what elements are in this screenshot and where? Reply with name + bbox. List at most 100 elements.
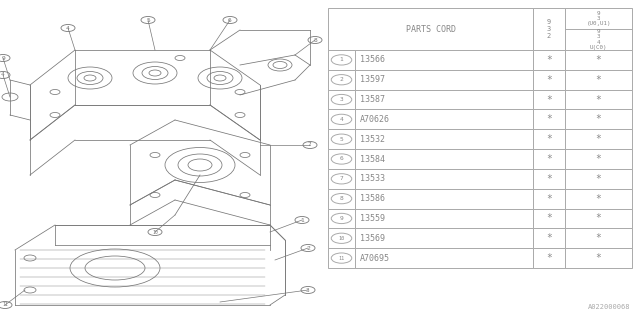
Text: *: * bbox=[596, 213, 602, 223]
Text: 13584: 13584 bbox=[360, 155, 385, 164]
Bar bbox=[355, 209, 533, 228]
Text: 8: 8 bbox=[313, 37, 317, 43]
Text: *: * bbox=[596, 174, 602, 184]
Text: *: * bbox=[546, 213, 552, 223]
Text: *: * bbox=[596, 94, 602, 105]
Bar bbox=[355, 70, 533, 90]
Text: *: * bbox=[546, 194, 552, 204]
Text: 9: 9 bbox=[1, 55, 5, 60]
Bar bbox=[355, 149, 533, 169]
Text: 13586: 13586 bbox=[360, 194, 385, 203]
Bar bbox=[355, 50, 533, 70]
Text: 2: 2 bbox=[306, 245, 310, 251]
Bar bbox=[533, 109, 565, 129]
Text: 10: 10 bbox=[152, 229, 158, 235]
Text: 11: 11 bbox=[339, 256, 344, 260]
Bar bbox=[328, 129, 355, 149]
Bar bbox=[328, 209, 355, 228]
Bar bbox=[328, 8, 533, 50]
Bar bbox=[565, 189, 632, 209]
Bar bbox=[355, 189, 533, 209]
Bar bbox=[328, 70, 355, 90]
Text: 4: 4 bbox=[340, 117, 344, 122]
Text: *: * bbox=[596, 154, 602, 164]
Text: *: * bbox=[546, 174, 552, 184]
Text: 9
3
(U0,U1): 9 3 (U0,U1) bbox=[586, 11, 611, 26]
Text: *: * bbox=[596, 55, 602, 65]
Bar bbox=[328, 248, 355, 268]
Bar bbox=[355, 129, 533, 149]
Bar bbox=[533, 248, 565, 268]
Text: 2: 2 bbox=[340, 77, 344, 82]
Bar bbox=[533, 209, 565, 228]
Text: *: * bbox=[546, 253, 552, 263]
Bar bbox=[355, 169, 533, 189]
Text: 11: 11 bbox=[2, 302, 8, 308]
Bar bbox=[533, 149, 565, 169]
Bar bbox=[565, 149, 632, 169]
Text: 9
3
2: 9 3 2 bbox=[547, 20, 551, 38]
Bar bbox=[565, 129, 632, 149]
Text: *: * bbox=[546, 134, 552, 144]
Bar bbox=[328, 169, 355, 189]
Text: *: * bbox=[596, 75, 602, 85]
Text: *: * bbox=[596, 114, 602, 124]
Text: 8: 8 bbox=[340, 196, 344, 201]
Bar bbox=[565, 90, 632, 109]
Text: 7: 7 bbox=[308, 142, 312, 148]
Text: 6: 6 bbox=[228, 18, 232, 22]
Bar bbox=[565, 50, 632, 70]
Bar bbox=[328, 90, 355, 109]
Bar bbox=[533, 189, 565, 209]
Text: 6: 6 bbox=[340, 156, 344, 162]
Text: *: * bbox=[546, 154, 552, 164]
Bar bbox=[565, 70, 632, 90]
Text: A70626: A70626 bbox=[360, 115, 390, 124]
Text: 3: 3 bbox=[340, 97, 344, 102]
Text: 1: 1 bbox=[300, 218, 304, 222]
Text: 13559: 13559 bbox=[360, 214, 385, 223]
Bar bbox=[533, 228, 565, 248]
Text: 13566: 13566 bbox=[360, 55, 385, 64]
Bar bbox=[565, 248, 632, 268]
Text: 9: 9 bbox=[340, 216, 344, 221]
Bar bbox=[328, 149, 355, 169]
Text: *: * bbox=[546, 94, 552, 105]
Bar bbox=[533, 169, 565, 189]
Text: PARTS CORD: PARTS CORD bbox=[406, 25, 456, 34]
Bar bbox=[533, 90, 565, 109]
Text: 13569: 13569 bbox=[360, 234, 385, 243]
Bar bbox=[533, 50, 565, 70]
Bar bbox=[533, 8, 565, 50]
Text: *: * bbox=[596, 194, 602, 204]
Text: 7: 7 bbox=[340, 176, 344, 181]
Bar bbox=[533, 129, 565, 149]
Text: A022000068: A022000068 bbox=[588, 304, 630, 310]
Text: 10: 10 bbox=[339, 236, 344, 241]
Bar bbox=[355, 228, 533, 248]
Bar bbox=[328, 109, 355, 129]
Bar bbox=[355, 90, 533, 109]
Text: *: * bbox=[596, 253, 602, 263]
Bar bbox=[565, 228, 632, 248]
Bar bbox=[328, 189, 355, 209]
Text: 9
3
4
U(C0): 9 3 4 U(C0) bbox=[589, 29, 607, 50]
Bar bbox=[565, 8, 632, 50]
Text: *: * bbox=[546, 55, 552, 65]
Bar bbox=[328, 228, 355, 248]
Text: *: * bbox=[546, 75, 552, 85]
Text: 5: 5 bbox=[146, 18, 150, 22]
Text: 4: 4 bbox=[66, 26, 70, 30]
Text: 1: 1 bbox=[340, 57, 344, 62]
Bar bbox=[355, 248, 533, 268]
Text: A70695: A70695 bbox=[360, 253, 390, 263]
Text: *: * bbox=[596, 134, 602, 144]
Bar bbox=[565, 169, 632, 189]
Text: 5: 5 bbox=[340, 137, 344, 142]
Bar bbox=[565, 209, 632, 228]
Text: 13532: 13532 bbox=[360, 135, 385, 144]
Text: *: * bbox=[546, 114, 552, 124]
Bar bbox=[533, 70, 565, 90]
Text: *: * bbox=[546, 233, 552, 243]
Bar bbox=[355, 109, 533, 129]
